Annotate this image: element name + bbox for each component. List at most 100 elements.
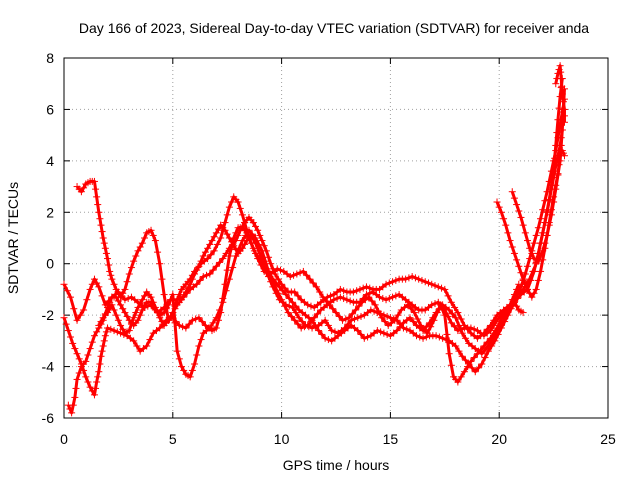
data-point: [195, 314, 203, 322]
data-point: [560, 105, 568, 113]
data-point: [414, 315, 422, 323]
data-point: [197, 257, 205, 265]
data-point: [63, 287, 71, 295]
data-point: [154, 248, 162, 256]
data-point: [382, 280, 390, 288]
data-point: [96, 215, 104, 223]
data-point: [146, 336, 154, 344]
data-point: [362, 283, 370, 291]
data-point: [368, 297, 376, 305]
data-point: [521, 280, 529, 288]
data-point: [175, 321, 183, 329]
data-point: [229, 264, 237, 272]
data-point: [497, 208, 505, 216]
data-point: [534, 257, 542, 265]
data-point: [186, 280, 194, 288]
data-point: [249, 235, 257, 243]
data-point: [409, 318, 417, 326]
data-point: [70, 305, 78, 313]
data-point: [112, 293, 120, 301]
data-point: [119, 325, 127, 333]
data-point: [221, 219, 229, 227]
data-point: [402, 275, 410, 283]
data-point: [410, 309, 418, 317]
data-point: [331, 328, 339, 336]
data-point: [180, 292, 188, 300]
data-point: [281, 302, 289, 310]
data-point: [182, 324, 190, 332]
data-point: [508, 188, 516, 196]
data-point: [478, 350, 486, 358]
data-point: [557, 68, 565, 76]
data-point: [216, 306, 224, 314]
data-point: [113, 328, 121, 336]
data-point: [471, 368, 479, 376]
data-point: [526, 244, 534, 252]
data-point: [214, 225, 222, 233]
data-point: [352, 306, 360, 314]
data-point: [494, 327, 502, 335]
data-point: [141, 234, 149, 242]
data-point: [92, 384, 100, 392]
data-point: [66, 405, 74, 413]
data-point: [64, 327, 72, 335]
data-point: [336, 293, 344, 301]
data-point: [175, 355, 183, 363]
data-point: [112, 311, 120, 319]
data-point: [97, 318, 105, 326]
data-point: [385, 294, 393, 302]
data-point: [481, 354, 489, 362]
data-point: [444, 312, 452, 320]
data-point: [206, 240, 214, 248]
data-point: [76, 311, 84, 319]
data-point: [98, 347, 106, 355]
data-point: [504, 229, 512, 237]
data-point: [438, 284, 446, 292]
data-point: [541, 239, 549, 247]
data-point: [71, 393, 79, 401]
data-point: [247, 231, 255, 239]
data-point: [127, 320, 135, 328]
data-point: [319, 293, 327, 301]
data-point: [93, 279, 101, 287]
data-point: [303, 271, 311, 279]
data-point: [481, 346, 489, 354]
data-point: [124, 294, 132, 302]
data-point: [156, 324, 164, 332]
data-point: [556, 157, 564, 165]
data-point: [356, 298, 364, 306]
data-point: [381, 318, 389, 326]
data-point: [335, 312, 343, 320]
data-point: [560, 112, 568, 120]
data-point: [141, 292, 149, 300]
data-point: [160, 309, 168, 317]
data-point: [389, 278, 397, 286]
data-point: [134, 247, 142, 255]
data-point: [371, 301, 379, 309]
data-point: [299, 267, 307, 275]
data-point: [547, 167, 555, 175]
data-point: [73, 316, 81, 324]
data-point: [307, 302, 315, 310]
data-point: [184, 284, 192, 292]
data-point: [107, 325, 115, 333]
data-point: [297, 324, 305, 332]
data-point: [117, 321, 125, 329]
data-point: [185, 320, 193, 328]
data-point: [102, 249, 110, 257]
data-point: [445, 350, 453, 358]
data-point: [208, 237, 216, 245]
data-point: [350, 315, 358, 323]
data-point: [530, 289, 538, 297]
data-point: [199, 252, 207, 260]
data-point: [127, 264, 135, 272]
data-point: [95, 283, 103, 291]
data-point: [443, 330, 451, 338]
data-point: [210, 247, 218, 255]
data-point: [251, 222, 259, 230]
data-point: [550, 198, 558, 206]
data-point: [193, 280, 201, 288]
data-point: [541, 197, 549, 205]
data-point: [99, 234, 107, 242]
data-point: [496, 312, 504, 320]
